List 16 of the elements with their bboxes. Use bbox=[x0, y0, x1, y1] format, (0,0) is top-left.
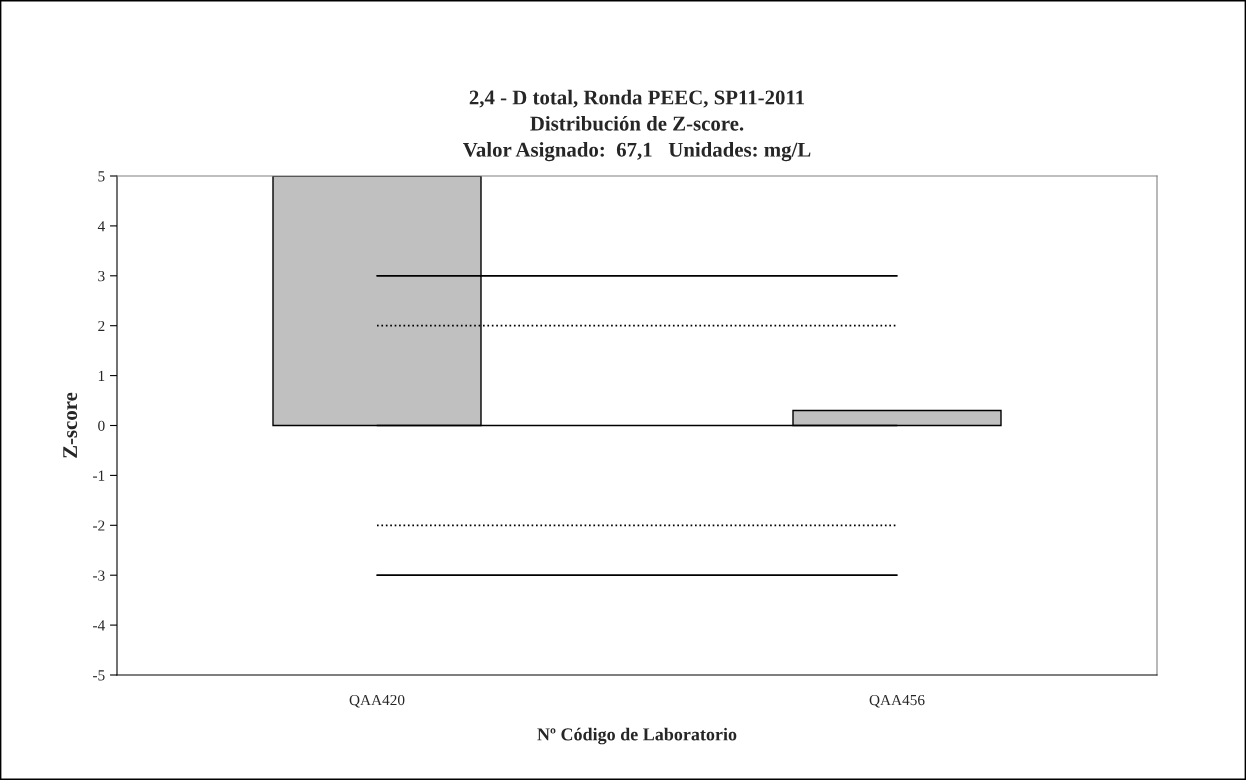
y-tick-label: -3 bbox=[93, 570, 105, 581]
y-tick-label: -2 bbox=[93, 520, 105, 531]
y-tick-label: -1 bbox=[93, 470, 105, 481]
x-tick-label: QAA456 bbox=[869, 694, 925, 708]
y-tick-label: -5 bbox=[93, 670, 105, 681]
y-tick-label: -4 bbox=[93, 620, 105, 631]
y-tick-label: 1 bbox=[98, 370, 105, 381]
y-axis-title: Z-score bbox=[63, 392, 78, 458]
y-tick-label: 2 bbox=[98, 320, 105, 331]
x-axis-title: Nº Código de Laboratorio bbox=[537, 727, 737, 745]
y-tick-label: 5 bbox=[98, 171, 105, 182]
y-tick-label: 4 bbox=[97, 221, 105, 232]
y-tick-label: 0 bbox=[98, 420, 105, 431]
x-tick-label: QAA420 bbox=[349, 694, 405, 708]
y-tick-label: 3 bbox=[98, 270, 105, 282]
chart-title: 2,4 - D total, Ronda PEEC, SP11-2011 Distribución de Z-score. Valor Asignado: 67,1 Unidades: mg/L bbox=[463, 89, 811, 162]
